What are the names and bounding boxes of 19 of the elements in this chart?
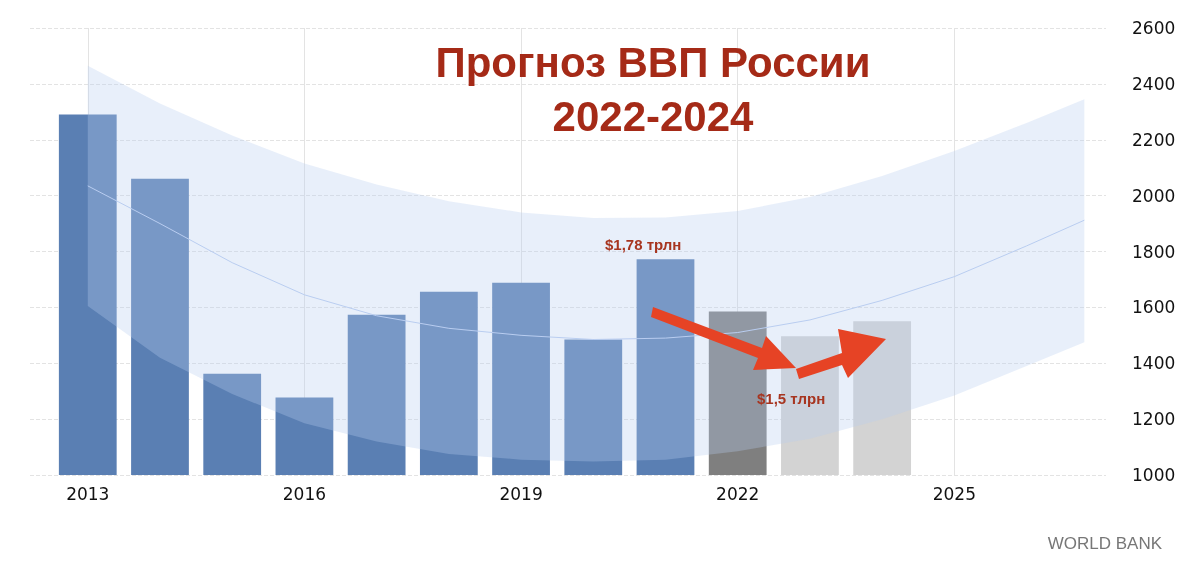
text: WORLD BANK: [1047, 534, 1163, 553]
y-tick-label: 1400: [1132, 353, 1176, 374]
x-tick-label: 2016: [282, 483, 327, 504]
y-tick-label: 1000: [1132, 465, 1176, 485]
annotation: $1,78 трлн: [605, 236, 682, 253]
x-tick-label: 2022: [716, 483, 760, 504]
annotation: $1,5 тлрн: [757, 390, 826, 407]
y-tick-label: 1800: [1132, 241, 1176, 262]
y-tick-label: 2400: [1132, 73, 1176, 94]
y-tick-label: 2600: [1132, 18, 1176, 38]
x-tick-label: 2019: [499, 483, 543, 504]
y-tick-label: 2200: [1132, 129, 1176, 150]
y-tick-label: 1600: [1132, 297, 1176, 318]
y-tick-label: 2000: [1132, 185, 1176, 206]
text: Прогноз ВВП России 2022-2024: [435, 38, 871, 140]
x-tick-label: 2025: [932, 483, 976, 504]
x-tick-label: 2013: [66, 483, 110, 504]
y-tick-label: 1200: [1132, 409, 1176, 430]
line-series: [87, 185, 1085, 340]
